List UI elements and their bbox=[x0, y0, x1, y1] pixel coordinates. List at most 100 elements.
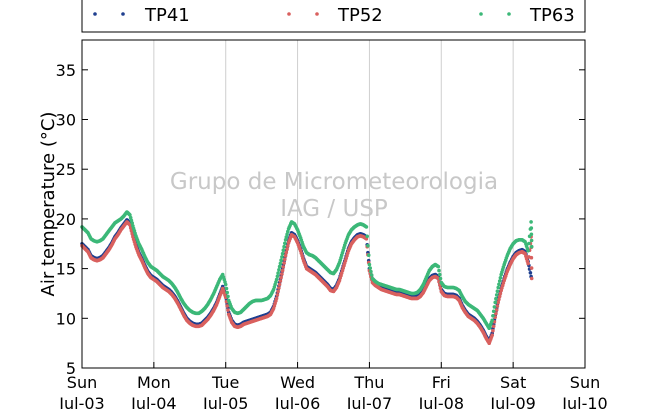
y-tick-label: 15 bbox=[56, 260, 76, 279]
data-point bbox=[496, 285, 501, 290]
y-axis-ticks: 5 10 15 20 25 30 35 bbox=[56, 61, 585, 378]
data-point bbox=[494, 308, 499, 312]
x-tick-day: Mon bbox=[137, 373, 171, 392]
data-point bbox=[529, 266, 534, 270]
data-point bbox=[129, 218, 134, 223]
data-point bbox=[286, 244, 290, 248]
data-point bbox=[128, 215, 133, 220]
legend-marker bbox=[315, 12, 319, 16]
data-point bbox=[495, 304, 500, 308]
x-axis-ticks: Sun Jul-03 Mon Jul-04 Tue Jul-05 Wed Jul-06 Thu J… bbox=[58, 362, 608, 413]
data-point bbox=[276, 271, 280, 275]
data-point bbox=[285, 247, 289, 251]
data-point bbox=[438, 272, 442, 277]
data-point bbox=[277, 268, 281, 272]
data-point bbox=[226, 308, 230, 312]
data-point bbox=[529, 232, 534, 237]
y-tick-label: 5 bbox=[66, 359, 76, 378]
x-tick-day: Sun bbox=[67, 373, 97, 392]
data-point bbox=[274, 277, 279, 282]
data-point bbox=[282, 261, 286, 265]
data-point bbox=[130, 221, 134, 225]
data-point bbox=[282, 244, 286, 249]
legend-marker bbox=[287, 12, 291, 16]
data-point bbox=[279, 275, 283, 280]
data-point bbox=[490, 333, 495, 338]
data-point bbox=[526, 261, 530, 266]
data-point bbox=[366, 253, 371, 257]
legend: TP41 TP52 TP63 bbox=[81, 0, 586, 33]
data-point bbox=[274, 296, 279, 301]
data-point bbox=[436, 264, 441, 269]
data-point bbox=[130, 232, 134, 236]
data-point bbox=[369, 269, 373, 274]
data-point bbox=[280, 272, 284, 276]
data-point bbox=[528, 271, 533, 275]
data-point bbox=[491, 324, 496, 329]
legend-label: TP52 bbox=[337, 5, 383, 26]
x-tick-day: Sun bbox=[570, 373, 600, 392]
data-point bbox=[367, 262, 372, 267]
data-point bbox=[526, 248, 530, 253]
x-tick-day: Wed bbox=[280, 373, 315, 392]
data-point bbox=[223, 282, 228, 287]
x-tick-date: Jul-07 bbox=[346, 394, 392, 409]
data-point bbox=[283, 253, 288, 258]
x-tick-date: Jul-06 bbox=[274, 394, 320, 409]
series-TP52 bbox=[80, 220, 534, 346]
data-point bbox=[529, 255, 534, 260]
x-tick-day: Fri bbox=[432, 373, 451, 392]
data-point bbox=[527, 241, 531, 246]
data-point bbox=[368, 266, 373, 270]
x-tick-date: Jul-04 bbox=[130, 394, 176, 409]
data-point bbox=[277, 282, 282, 287]
data-point bbox=[498, 291, 503, 296]
legend-marker bbox=[93, 12, 97, 16]
y-tick-label: 30 bbox=[56, 111, 76, 130]
data-point bbox=[365, 234, 370, 239]
legend-label: TP41 bbox=[144, 5, 190, 26]
plot-frame bbox=[81, 39, 586, 369]
x-tick-date: Jul-10 bbox=[561, 394, 607, 409]
data-point bbox=[226, 294, 230, 299]
data-point bbox=[276, 289, 280, 294]
data-point bbox=[494, 311, 498, 316]
data-point bbox=[128, 213, 132, 217]
data-point bbox=[277, 264, 282, 269]
data-point bbox=[491, 314, 495, 318]
x-tick-date: Jul-05 bbox=[202, 394, 248, 409]
y-tick-label: 25 bbox=[56, 160, 76, 179]
x-tick-date: Jul-09 bbox=[489, 394, 535, 409]
data-points bbox=[80, 210, 534, 346]
data-point bbox=[492, 305, 497, 309]
data-point bbox=[494, 293, 499, 297]
data-point bbox=[278, 279, 283, 283]
data-point bbox=[280, 268, 285, 273]
legend-marker bbox=[121, 12, 125, 16]
vertical-gridlines bbox=[153, 40, 514, 368]
data-point bbox=[366, 243, 370, 248]
data-point bbox=[496, 300, 501, 305]
data-point bbox=[280, 251, 285, 256]
data-point bbox=[225, 304, 229, 308]
data-point bbox=[275, 274, 280, 279]
data-point bbox=[225, 290, 229, 295]
series-TP63 bbox=[80, 210, 534, 331]
data-point bbox=[278, 261, 283, 266]
data-point bbox=[286, 229, 290, 234]
y-tick-label: 20 bbox=[56, 210, 76, 229]
data-point bbox=[280, 255, 284, 259]
data-point bbox=[438, 286, 443, 291]
legend-label: TP63 bbox=[529, 5, 575, 26]
data-point bbox=[490, 318, 495, 323]
data-point bbox=[283, 241, 287, 246]
data-point bbox=[495, 289, 500, 294]
data-point bbox=[279, 258, 283, 263]
data-point bbox=[284, 235, 289, 239]
data-point bbox=[364, 225, 369, 229]
data-point bbox=[283, 257, 287, 262]
legend-marker bbox=[507, 12, 511, 16]
